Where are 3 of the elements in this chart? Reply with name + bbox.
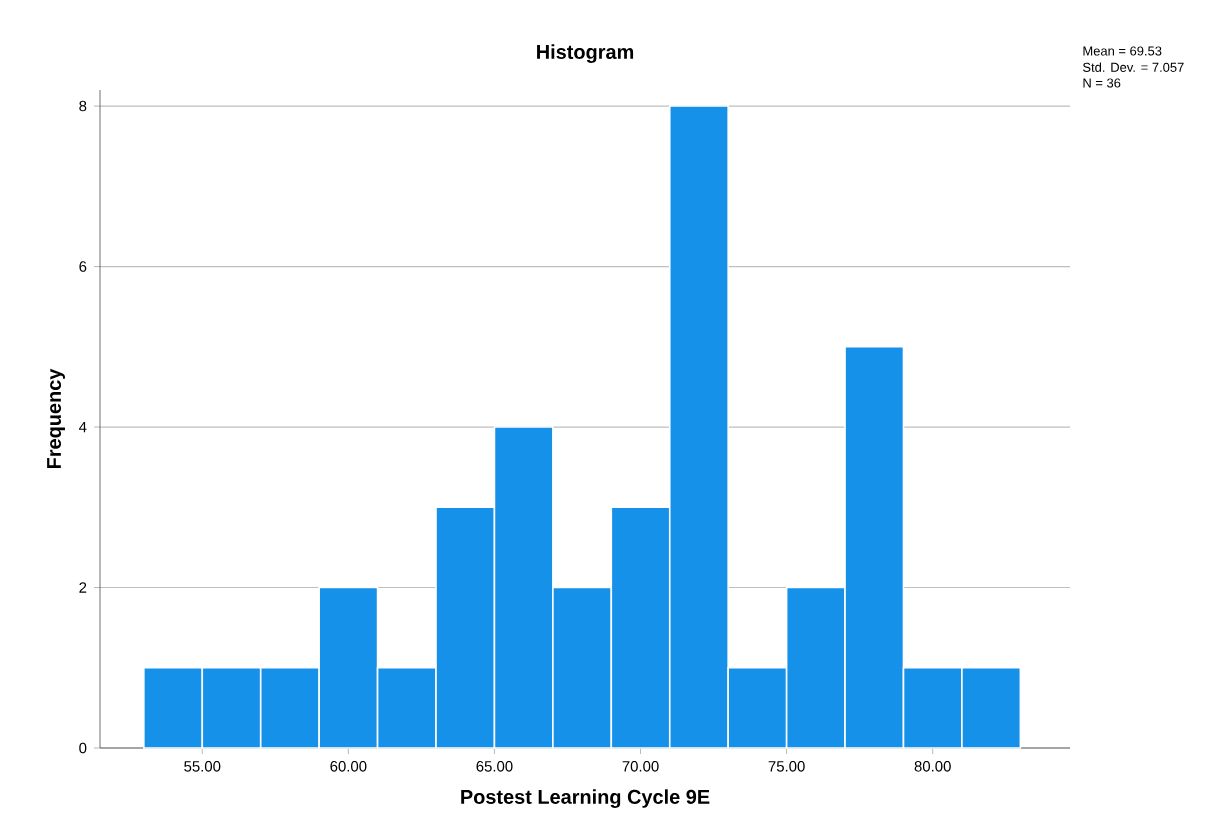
x-axis-title: Postest Learning Cycle 9E [461,789,710,808]
y-axis-title: Frequency [47,368,65,469]
chart-title: Histogram [537,44,634,64]
